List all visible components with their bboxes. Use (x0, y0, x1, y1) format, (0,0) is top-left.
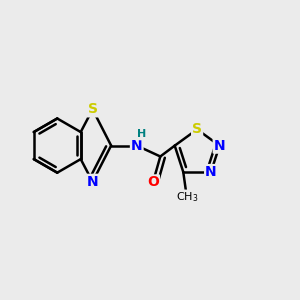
Text: S: S (88, 102, 98, 116)
Text: S: S (192, 122, 202, 136)
Text: O: O (147, 176, 159, 189)
Text: H: H (137, 129, 147, 140)
Text: N: N (87, 175, 98, 189)
Text: CH$_3$: CH$_3$ (176, 190, 198, 204)
Text: N: N (205, 165, 217, 179)
Text: N: N (214, 139, 225, 153)
Text: N: N (131, 139, 142, 153)
